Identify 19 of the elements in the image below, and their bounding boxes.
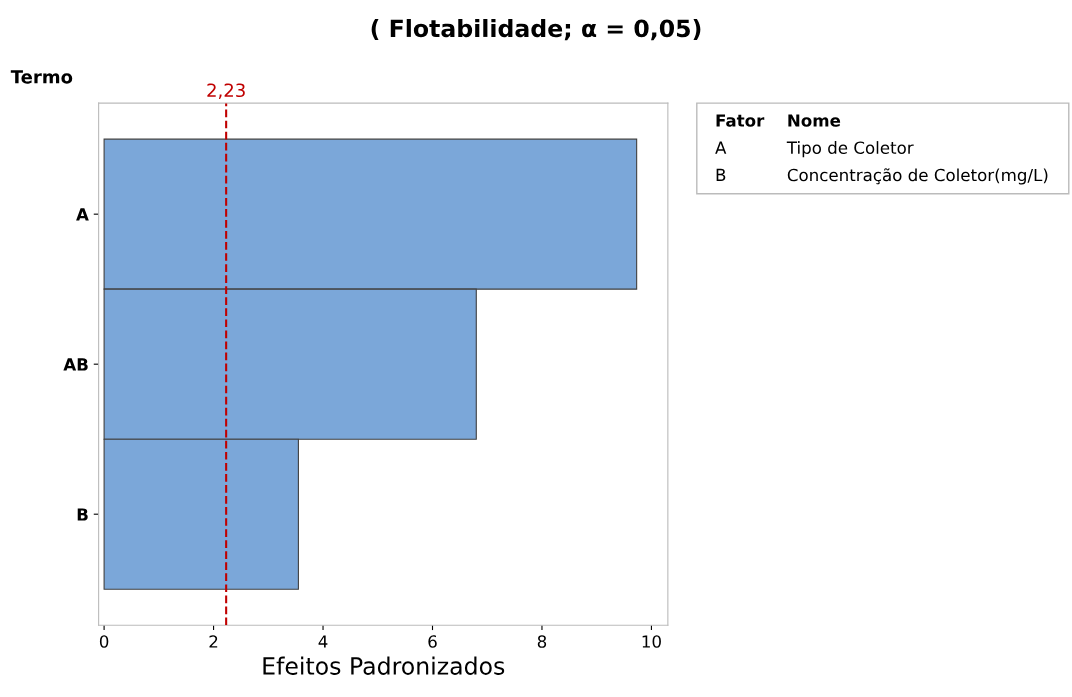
x-tick-label: 0 <box>99 635 109 648</box>
y-tick-label: B <box>77 508 88 521</box>
text: A <box>715 141 727 154</box>
x-tick-label: 8 <box>537 635 547 648</box>
text: Tipo de Coletor <box>786 141 914 158</box>
text: Fator <box>716 114 765 127</box>
x-tick-label: 4 <box>318 635 328 648</box>
ref-line-label: 2,23 <box>207 83 245 99</box>
x-tick-label: 2 <box>209 635 218 648</box>
y-tick-label: A <box>76 208 89 221</box>
text: Concentração de Coletor(mg/L) <box>787 168 1048 185</box>
text: Nome <box>788 114 841 127</box>
x-tick-label: 10 <box>642 635 661 648</box>
chart-title: ( Flotabilidade; α = 0,05) <box>371 18 701 41</box>
x-axis-title: Efeitos Padronizados <box>263 656 505 675</box>
y-tick-label: AB <box>63 358 88 371</box>
x-tick-label: 6 <box>428 635 437 648</box>
text: B <box>716 168 726 181</box>
y-axis-title: Termo <box>10 70 73 84</box>
